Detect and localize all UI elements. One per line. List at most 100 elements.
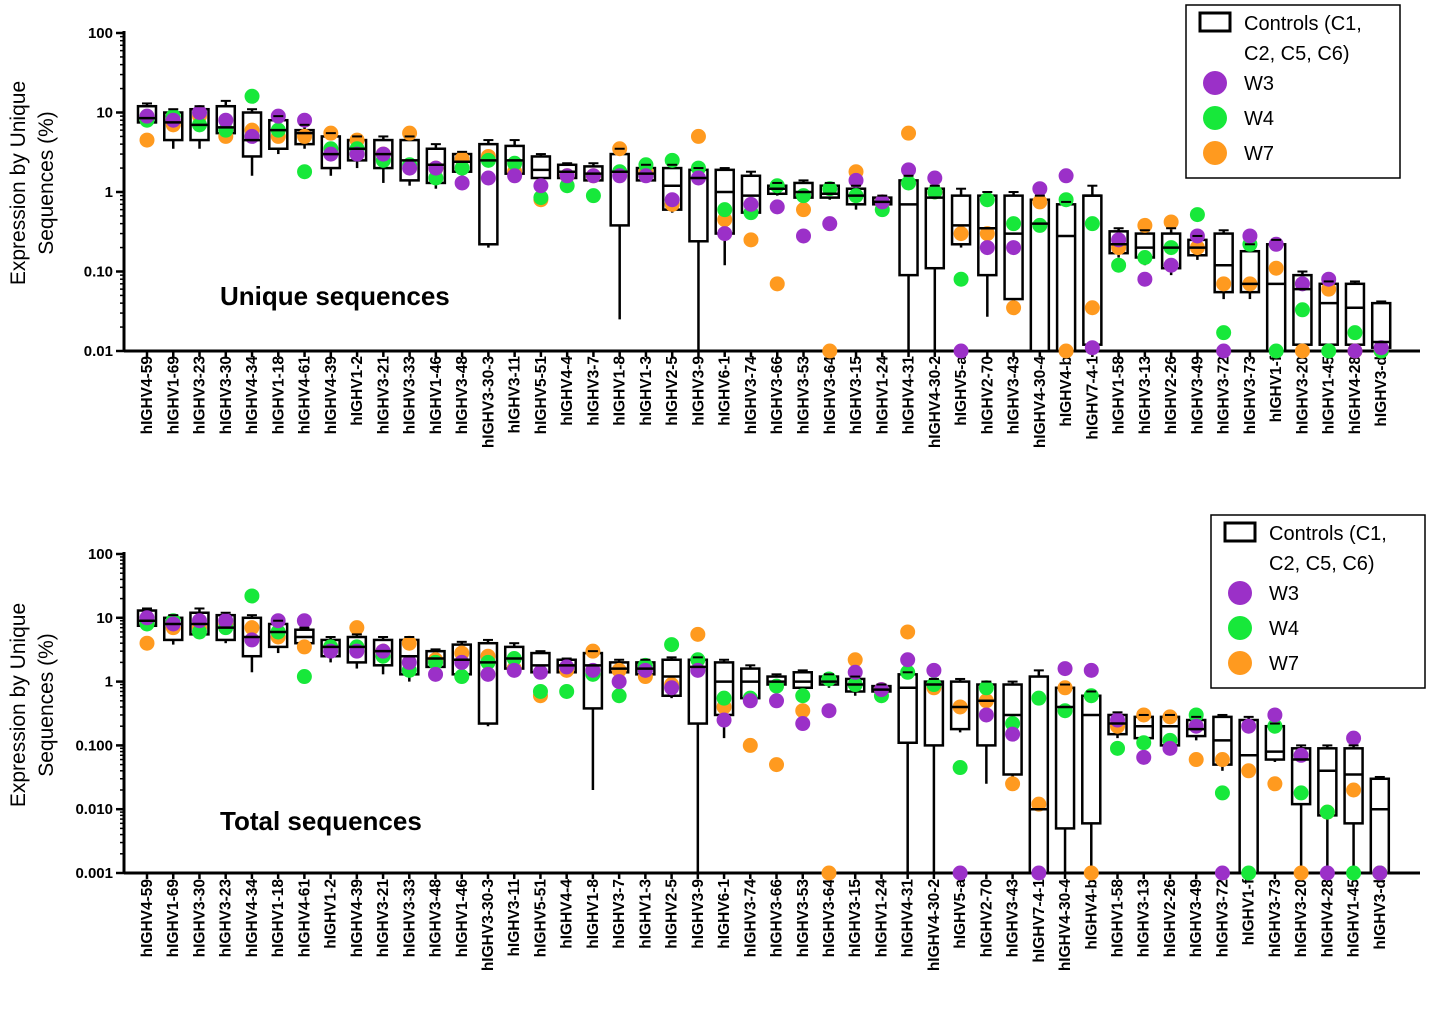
box-iqr bbox=[924, 187, 946, 270]
sample-dot-w3 bbox=[769, 199, 785, 215]
sample-dot-w3 bbox=[1136, 749, 1152, 765]
sample-dot-w3 bbox=[952, 865, 968, 881]
sample-dot-w4 bbox=[690, 652, 706, 668]
x-tick-label: hIGHV4-61 bbox=[296, 879, 313, 958]
sample-dot-w4 bbox=[927, 184, 943, 200]
y-tick-label: 0.10 bbox=[84, 264, 113, 281]
sample-dot-w3 bbox=[507, 168, 523, 184]
sample-dot-w4 bbox=[1058, 192, 1074, 208]
sample-dot-w3 bbox=[1058, 168, 1074, 184]
x-tick-label: hIGHV3-30 bbox=[218, 356, 235, 434]
x-tick-label: hIGHV4-34 bbox=[244, 356, 261, 435]
sample-dot-w7 bbox=[297, 128, 313, 144]
x-tick-label: hIGHV1-8 bbox=[612, 356, 629, 426]
sample-dot-w4 bbox=[1084, 216, 1100, 232]
sample-dot-w7 bbox=[1005, 776, 1021, 792]
box-iqr bbox=[897, 673, 918, 745]
x-tick-label: hIGHV3-53 bbox=[796, 356, 813, 435]
x-tick-label: hIGHV2-70 bbox=[979, 356, 996, 434]
x-tick-label: hIGHV3-43 bbox=[1006, 356, 1023, 435]
sample-dot-w3 bbox=[716, 712, 732, 728]
x-tick-label: hIGHV1-3 bbox=[637, 879, 654, 949]
sample-dot-w3 bbox=[953, 343, 969, 359]
x-tick-label: hIGHV1-69 bbox=[165, 879, 182, 958]
sample-dot-w3 bbox=[401, 654, 417, 670]
sample-dot-w4 bbox=[1346, 865, 1362, 881]
legend: Controls (C1, C2, C5, C6) W3 W4 W7 bbox=[1185, 4, 1401, 179]
sample-dot-w7 bbox=[953, 226, 969, 242]
x-tick-label: hIGHV5-a bbox=[953, 356, 970, 426]
sample-dot-w4 bbox=[1294, 302, 1310, 318]
sample-dot-w3 bbox=[218, 112, 234, 128]
sample-dot-w7 bbox=[1268, 260, 1284, 276]
x-tick-label: hIGHV3-48 bbox=[454, 356, 471, 435]
legend-w7: W7 bbox=[1244, 143, 1274, 165]
sample-dot-w4 bbox=[769, 178, 785, 194]
panel-total-sequences: Expression by Unique Sequences (%) Total… bbox=[7, 546, 1420, 971]
x-tick-label: hIGHV4-31 bbox=[900, 879, 917, 958]
sample-dot-w3 bbox=[796, 228, 811, 244]
x-tick-label: hIGHV6-1 bbox=[717, 356, 734, 426]
sample-dot-w3 bbox=[1188, 718, 1204, 734]
x-tick-label: hIGHV1-46 bbox=[428, 356, 445, 435]
sample-dot-w3 bbox=[743, 196, 759, 212]
sample-dot-w7 bbox=[1031, 796, 1047, 812]
sample-dot-w3 bbox=[927, 170, 943, 186]
x-tick-label: hIGHV1-f bbox=[1268, 355, 1285, 422]
sample-dot-w7 bbox=[1163, 214, 1179, 230]
sample-dot-w4 bbox=[1267, 718, 1283, 734]
x-tick-label: hIGHV4-39 bbox=[323, 356, 340, 435]
sample-dot-w3 bbox=[480, 170, 496, 186]
sample-dot-w3 bbox=[664, 192, 680, 208]
sample-dot-w3 bbox=[1372, 865, 1388, 881]
x-tick-label: hIGHV6-1 bbox=[716, 879, 733, 949]
x-tick-label: hIGHV3-53 bbox=[795, 879, 812, 958]
x-tick-label: hIGHV3-73 bbox=[1242, 356, 1259, 435]
x-tick-label: hIGHV4-59 bbox=[139, 356, 156, 435]
x-tick-label: hIGHV4-b bbox=[1058, 356, 1075, 427]
sample-dot-w3 bbox=[717, 226, 733, 242]
sample-dot-w4 bbox=[454, 160, 470, 176]
sample-dot-w3 bbox=[244, 128, 260, 144]
sample-dot-w4 bbox=[952, 760, 968, 776]
y-axis-label-line1: Expression by Unique bbox=[7, 81, 30, 285]
sample-dot-w4 bbox=[822, 181, 838, 197]
sample-dot-w7 bbox=[401, 635, 417, 651]
sample-dot-w3 bbox=[821, 703, 837, 719]
x-tick-label: hIGHV3-15 bbox=[848, 356, 865, 435]
sample-dot-w4 bbox=[717, 202, 733, 218]
sample-dot-w3 bbox=[1294, 276, 1310, 292]
x-tick-label: hIGHV3-30-3 bbox=[480, 879, 497, 972]
sample-dot-w3 bbox=[191, 613, 207, 629]
x-tick-label: hIGHV3-9 bbox=[690, 356, 707, 426]
sample-dot-w3 bbox=[480, 666, 496, 682]
sample-dot-w7 bbox=[1293, 865, 1309, 881]
w4-dot-icon bbox=[1228, 616, 1252, 640]
sample-dot-w3 bbox=[402, 160, 418, 176]
sample-dot-w7 bbox=[349, 620, 365, 636]
sample-dot-w7 bbox=[1058, 343, 1074, 359]
sample-dot-w4 bbox=[716, 690, 732, 706]
x-tick-label: hIGHV4-28 bbox=[1319, 879, 1336, 958]
sample-dot-w7 bbox=[1032, 194, 1048, 210]
y-tick-label: 0.100 bbox=[75, 737, 113, 754]
sample-dot-w3 bbox=[1006, 240, 1022, 256]
sample-dot-w7 bbox=[901, 125, 917, 141]
sample-dot-w7 bbox=[1057, 680, 1073, 696]
box-iqr bbox=[1265, 243, 1287, 353]
legend: Controls (C1, C2, C5, C6) W3 W4 W7 bbox=[1210, 514, 1426, 689]
x-tick-label: hIGHV1-46 bbox=[454, 879, 471, 958]
sample-dot-w4 bbox=[1057, 703, 1073, 719]
x-tick-label: hIGHV4-61 bbox=[297, 356, 314, 435]
sample-dot-w7 bbox=[821, 865, 837, 881]
sample-dot-w3 bbox=[1319, 865, 1335, 881]
x-tick-label: hIGHV4-b bbox=[1083, 879, 1100, 950]
sample-dot-w7 bbox=[1137, 217, 1153, 233]
sample-dot-w3 bbox=[454, 175, 470, 191]
x-tick-label: hIGHV3-64 bbox=[821, 879, 838, 958]
legend-w3: W3 bbox=[1269, 583, 1299, 605]
sample-dot-w3 bbox=[1346, 730, 1362, 746]
sample-dot-w3 bbox=[1032, 181, 1048, 197]
x-tick-label: hIGHV3-33 bbox=[401, 879, 418, 958]
